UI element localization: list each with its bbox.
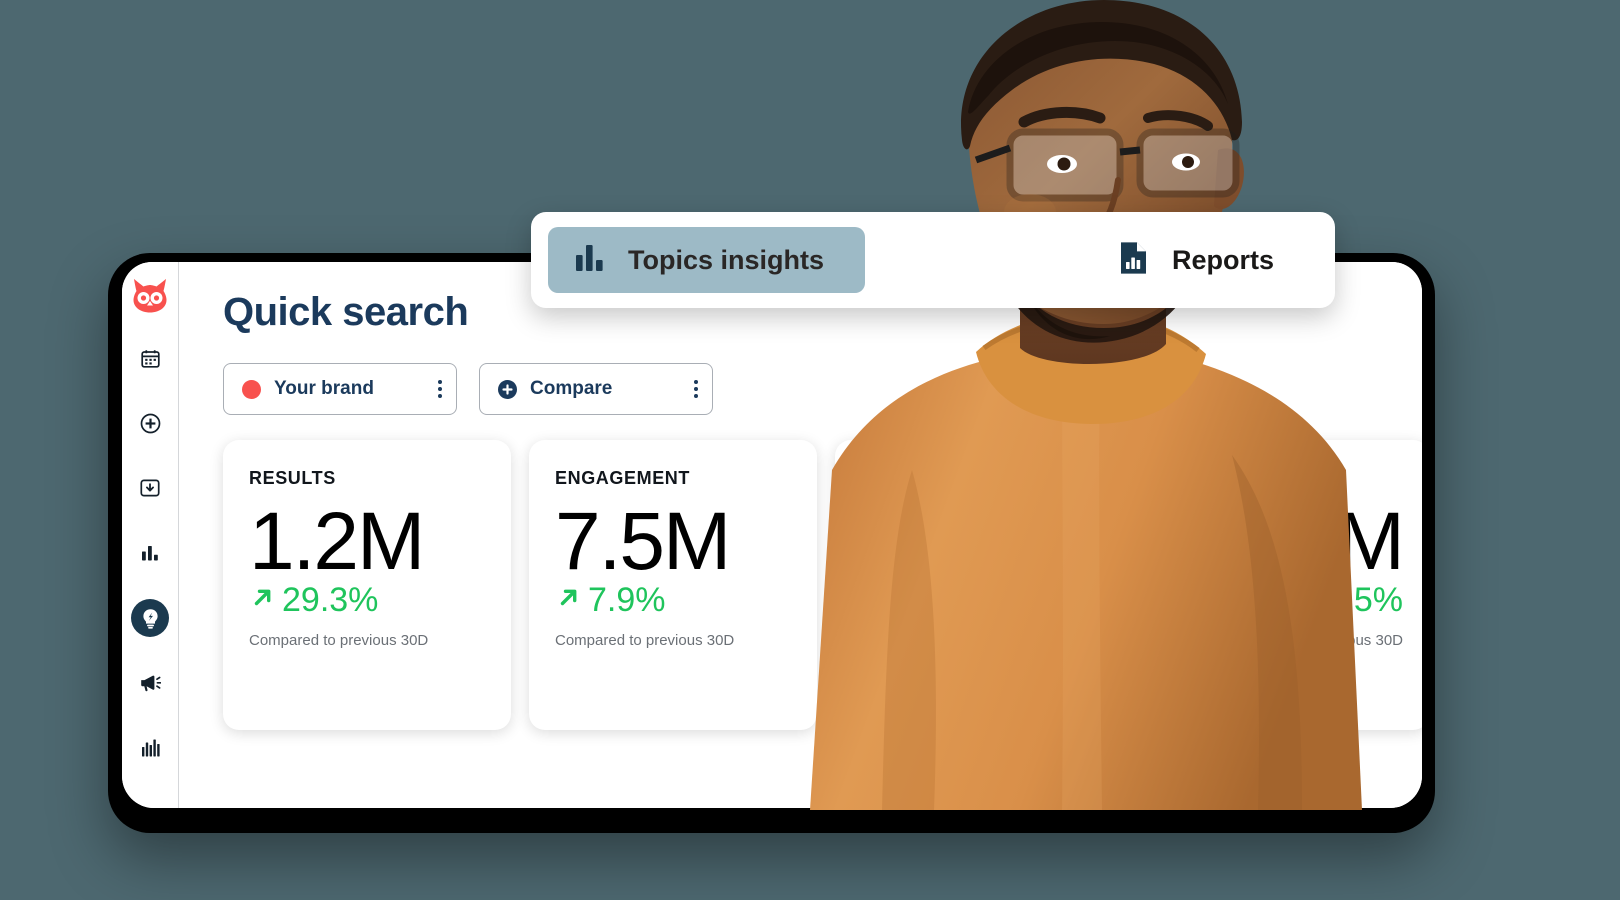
red-dot-icon — [242, 379, 261, 399]
sentiment-positive-label: POSITIVE — [1001, 558, 1097, 581]
card-delta-value: 29.5% — [1306, 581, 1403, 620]
sidebar-item-listening[interactable] — [131, 729, 169, 767]
sidebar-item-advertise[interactable] — [131, 664, 169, 702]
nav-item-topics-insights[interactable]: Topics insights — [548, 227, 865, 293]
card-delta-value: 7.9% — [588, 581, 666, 620]
sidebar-item-analytics[interactable] — [131, 534, 169, 572]
smiley-face-icon — [975, 557, 995, 583]
sentiment-negative-label: NEGATIVE — [993, 659, 1097, 682]
filter-chip-row: Your brand Compare — [223, 363, 1422, 415]
kebab-menu-icon[interactable] — [694, 380, 698, 398]
nav-item-label: Topics insights — [628, 244, 825, 275]
filter-chip-label: Your brand — [274, 378, 374, 399]
hootsuite-owl-logo[interactable] — [129, 275, 171, 315]
arrow-up-right-icon — [555, 582, 582, 619]
stat-card-authors[interactable]: AUTHORS 1.1M 29.5% Compared to previous … — [1141, 440, 1422, 730]
sentiment-negative-value: 4.2% — [970, 596, 1099, 662]
main-content: Quick search Your brand Compare — [179, 262, 1422, 808]
card-delta-value: 29.3% — [282, 581, 379, 620]
plus-circle-icon — [498, 379, 517, 399]
card-delta: 29.3% — [249, 581, 485, 620]
sentiment-negative-label-row: NEGATIVE — [861, 658, 1097, 684]
app-window: Quick search Your brand Compare — [122, 262, 1422, 808]
sentiment-negative-block: 4.2% NEGATIVE — [861, 596, 1099, 684]
megaphone-icon — [140, 674, 161, 692]
card-value: 1.1M — [1228, 496, 1405, 587]
plus-circle-icon — [140, 413, 161, 434]
arrow-up-right-icon — [249, 582, 276, 619]
sentiment-positive-label-row: POSITIVE — [861, 557, 1097, 583]
bar-chart-icon — [141, 544, 160, 562]
card-value: 1.2M — [249, 496, 425, 587]
calendar-icon — [140, 349, 160, 368]
frowny-face-icon — [967, 658, 987, 684]
nav-item-reports[interactable]: Reports — [1119, 241, 1274, 280]
card-footnote: Compared to previous 30D — [1223, 631, 1403, 649]
card-title: SENTIMENT — [861, 468, 971, 488]
sidebar — [122, 262, 179, 808]
stat-cards-row: RESULTS 1.2M 29.3% Compared to previous … — [223, 440, 1422, 730]
stat-card-results[interactable]: RESULTS 1.2M 29.3% Compared to previous … — [223, 440, 511, 730]
audio-bars-icon — [141, 738, 160, 758]
stat-card-engagement[interactable]: ENGAGEMENT 7.5M 7.9% Compared to previou… — [529, 440, 817, 730]
filter-chip-compare[interactable]: Compare — [479, 363, 713, 415]
card-delta: 29.5% — [1274, 581, 1403, 620]
filter-chip-label: Compare — [530, 378, 613, 399]
stat-card-sentiment[interactable]: SENTIMENT 62.9% POSITIVE — [835, 440, 1123, 730]
card-title: AUTHORS — [1167, 468, 1261, 488]
sidebar-item-insights[interactable] — [131, 599, 169, 637]
bar-chart-icon — [575, 244, 605, 277]
card-footnote: Compared to previous 30D — [249, 631, 429, 649]
report-document-icon — [1119, 241, 1148, 280]
sidebar-item-calendar[interactable] — [131, 339, 169, 377]
sentiment-positive-block: 62.9% POSITIVE — [861, 496, 1098, 583]
card-footnote: Compared to previous 30D — [555, 631, 735, 649]
sidebar-item-create[interactable] — [131, 404, 169, 442]
sidebar-item-inbox[interactable] — [131, 469, 169, 507]
floating-nav-panel: Topics insights Reports — [531, 212, 1335, 308]
inbox-icon — [140, 478, 160, 498]
page-title: Quick search — [223, 290, 469, 334]
card-delta: 7.9% — [555, 581, 791, 620]
card-value: 7.5M — [555, 496, 731, 587]
arrow-up-right-icon — [1274, 582, 1301, 619]
lightbulb-icon — [141, 608, 160, 629]
kebab-menu-icon[interactable] — [438, 380, 442, 398]
sentiment-positive-value: 62.9% — [940, 496, 1098, 561]
nav-item-label: Reports — [1172, 244, 1275, 275]
card-title: RESULTS — [249, 468, 336, 488]
filter-chip-your-brand[interactable]: Your brand — [223, 363, 457, 415]
card-title: ENGAGEMENT — [555, 468, 691, 488]
